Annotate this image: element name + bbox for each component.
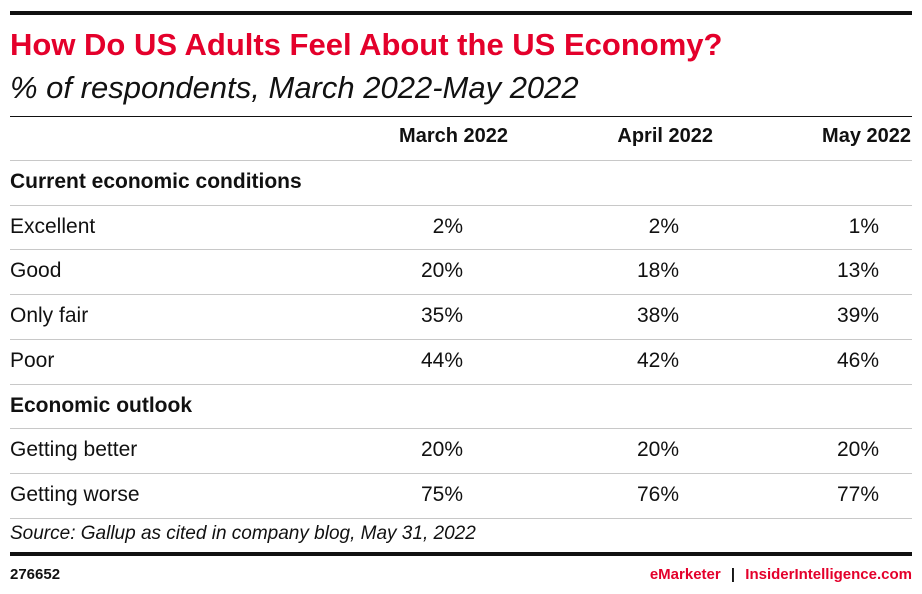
row-label: Only fair xyxy=(10,304,89,328)
column-header: May 2022 xyxy=(822,125,911,147)
header-rule xyxy=(10,116,912,117)
cell: 2% xyxy=(432,214,463,238)
section-title: Economic outlook xyxy=(10,393,193,417)
cell: 1% xyxy=(848,214,879,238)
cell: 39% xyxy=(836,304,879,328)
row-rule xyxy=(10,294,912,296)
cell: 20% xyxy=(420,259,463,283)
cell: 35% xyxy=(420,304,463,328)
cell: 20% xyxy=(836,438,879,462)
site: InsiderIntelligence.com xyxy=(745,566,912,583)
row-label: Getting better xyxy=(10,438,138,462)
section-title: Current economic conditions xyxy=(10,170,302,193)
separator: | xyxy=(730,566,736,583)
source: Source: Gallup as cited in company blog,… xyxy=(10,522,476,544)
row-label: Getting worse xyxy=(10,482,140,506)
title: How Do US Adults Feel About the US Econo… xyxy=(10,27,723,62)
cell: 76% xyxy=(636,482,679,506)
chart-id: 276652 xyxy=(10,566,61,583)
row-rule xyxy=(10,160,912,161)
cell: 38% xyxy=(636,304,679,328)
row-rule xyxy=(10,428,912,430)
cell: 44% xyxy=(420,348,463,372)
column-header: April 2022 xyxy=(617,125,713,147)
cell: 2% xyxy=(648,214,679,238)
cell: 42% xyxy=(636,348,679,372)
row-label: Excellent xyxy=(10,214,96,238)
cell: 13% xyxy=(836,259,879,283)
row-rule xyxy=(10,338,912,340)
footer-brand: eMarketer | InsiderIntelligence.com xyxy=(650,566,912,583)
cell: 20% xyxy=(420,438,463,462)
row-label: Poor xyxy=(10,348,55,372)
cell: 20% xyxy=(636,438,679,462)
row-label: Good xyxy=(10,259,62,283)
cell: 75% xyxy=(420,482,463,506)
brand: eMarketer xyxy=(649,566,721,583)
cell: 46% xyxy=(836,348,879,372)
bottom-rule xyxy=(10,551,912,556)
column-header: March 2022 xyxy=(399,125,508,147)
cell: 18% xyxy=(636,259,679,283)
row-rule xyxy=(10,249,912,251)
row-rule xyxy=(10,383,912,385)
cell: 77% xyxy=(836,482,879,506)
top-rule xyxy=(10,11,912,15)
row-rule xyxy=(10,204,912,206)
row-rule xyxy=(10,517,912,519)
subtitle: % of respondents, March 2022-May 2022 xyxy=(10,70,579,105)
row-rule xyxy=(10,472,912,474)
